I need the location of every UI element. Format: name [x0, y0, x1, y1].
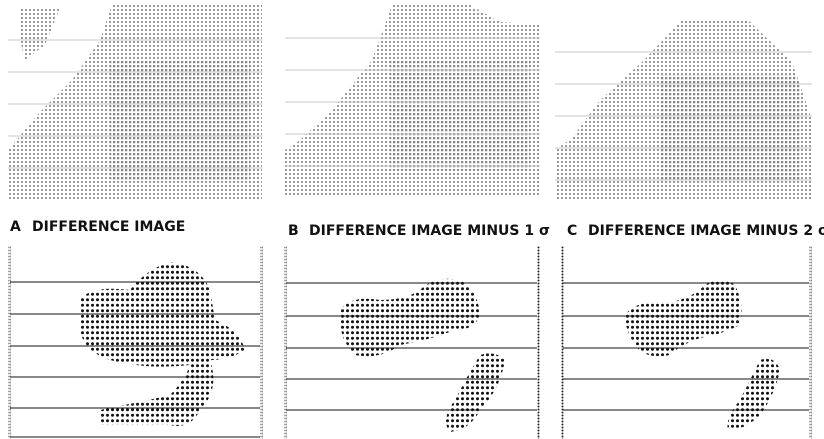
panel-b-top [285, 5, 540, 195]
figure: A DIFFERENCE IMAGE B DIFFERENCE IMAGE MI… [0, 0, 824, 439]
dot-blob [80, 262, 245, 426]
dot-blob [340, 279, 480, 357]
panel-letter: B [288, 223, 299, 239]
panel-letter: C [567, 223, 577, 239]
panel-a-bottom [8, 246, 263, 439]
frame-edge [8, 246, 11, 439]
panel-letter: A [10, 219, 21, 235]
captions: A DIFFERENCE IMAGE B DIFFERENCE IMAGE MI… [10, 219, 824, 239]
panel-a-top [8, 5, 262, 200]
frame-edge [537, 246, 540, 439]
frame-edge [809, 246, 812, 439]
page: A DIFFERENCE IMAGE B DIFFERENCE IMAGE MI… [0, 0, 824, 439]
dot-field-dense [390, 60, 530, 170]
dot-field-dense [110, 60, 250, 180]
frame-edge [260, 246, 263, 439]
panel-c-top [555, 20, 812, 200]
panel-caption: DIFFERENCE IMAGE MINUS 2 σ [588, 223, 824, 239]
panel-c-bottom [561, 246, 812, 439]
dot-blob [625, 280, 742, 356]
panel-b-bottom [284, 246, 540, 439]
dot-blob [446, 353, 505, 432]
dot-field-dense [660, 75, 800, 180]
dot-blob [728, 359, 781, 430]
panel-caption: DIFFERENCE IMAGE [32, 219, 185, 235]
panel-caption: DIFFERENCE IMAGE MINUS 1 σ [309, 223, 550, 239]
